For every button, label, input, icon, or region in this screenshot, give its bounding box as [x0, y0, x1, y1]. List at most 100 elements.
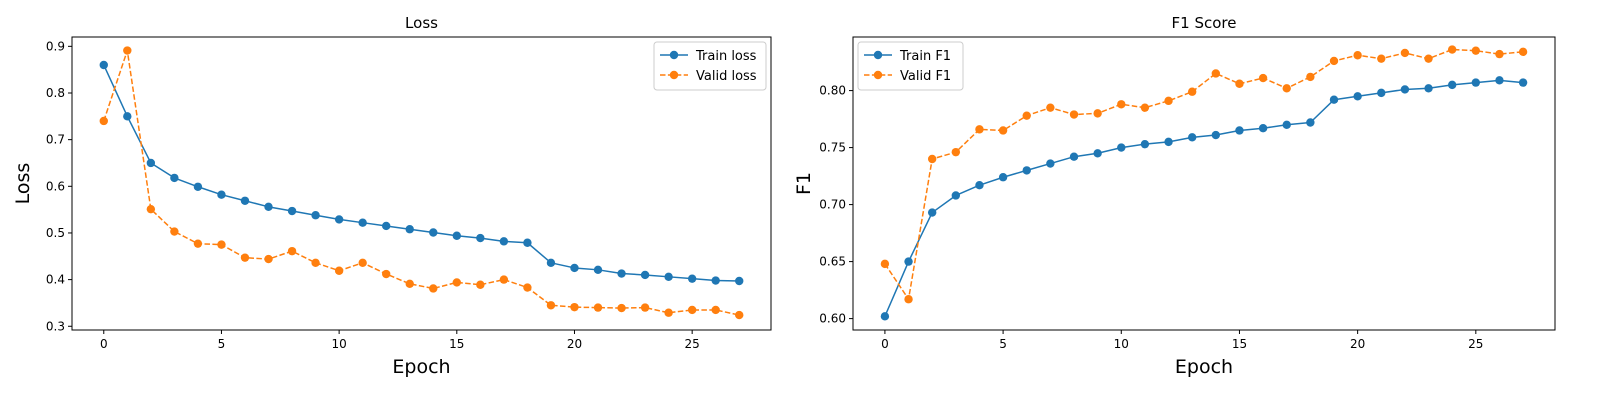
data-point — [170, 227, 179, 236]
y-tick-label: 0.70 — [819, 198, 846, 212]
data-point — [405, 225, 414, 234]
data-point — [1471, 46, 1481, 55]
data-point — [1164, 96, 1173, 106]
y-tick-label: 0.9 — [46, 39, 65, 53]
data-point — [240, 253, 250, 262]
data-point — [1093, 149, 1102, 158]
data-point — [570, 263, 579, 273]
chart-panel-1: Loss 0 5 10 15 20 25 0.3 0.4 0.5 0.6 0.7 0.8 0.9 Epoch… — [12, 14, 772, 378]
data-point — [951, 191, 961, 200]
data-point — [1377, 54, 1386, 63]
data-point — [951, 147, 961, 157]
data-point — [1471, 78, 1481, 87]
legend-label: Valid F1 — [900, 69, 951, 84]
y-tick-label: 0.8 — [46, 86, 65, 100]
x-tick-label: 10 — [1114, 337, 1129, 351]
data-point — [146, 204, 156, 214]
x-tick-label: 15 — [449, 337, 464, 351]
x-tick-label: 0 — [100, 337, 108, 351]
x-tick-label: 20 — [1350, 337, 1365, 351]
data-point — [240, 196, 250, 205]
y-tick-label: 0.3 — [46, 319, 65, 333]
y-axis-title: Loss — [12, 163, 34, 205]
data-point — [193, 182, 203, 191]
data-point — [499, 237, 509, 246]
data-point — [170, 173, 179, 183]
data-point — [617, 303, 626, 313]
data-point — [617, 269, 626, 278]
data-point — [1447, 80, 1457, 90]
series-line — [884, 48, 1524, 300]
data-point — [1046, 159, 1055, 168]
data-point — [1282, 120, 1291, 129]
data-point — [334, 266, 344, 275]
legend: Train F1 Valid F1 — [857, 41, 964, 91]
legend-box — [653, 41, 767, 91]
x-tick-label: 25 — [685, 337, 700, 351]
data-point — [1495, 49, 1504, 59]
plot-frame — [71, 36, 772, 331]
data-point — [264, 202, 273, 212]
data-point — [711, 305, 720, 315]
data-point — [1353, 51, 1362, 60]
x-tick-label: 5 — [218, 337, 226, 351]
y-tick-label: 0.60 — [819, 312, 846, 326]
x-axis-title: Epoch — [1175, 356, 1233, 378]
x-tick-label: 25 — [1468, 337, 1483, 351]
data-point — [1187, 87, 1197, 96]
legend-marker — [873, 70, 883, 80]
series-line — [884, 79, 1524, 317]
data-point — [1400, 48, 1410, 58]
legend-marker — [873, 50, 883, 60]
data-point — [1306, 118, 1315, 127]
data-point — [1447, 45, 1457, 54]
data-point — [664, 308, 673, 317]
data-point — [476, 280, 485, 289]
plot-frame — [852, 36, 1556, 331]
data-point — [1022, 166, 1031, 175]
y-tick-label: 0.4 — [46, 273, 65, 287]
data-point — [287, 246, 297, 256]
data-point — [193, 239, 203, 248]
series-valid-f1 — [880, 45, 1528, 304]
data-point — [123, 112, 132, 121]
data-point — [1093, 109, 1102, 118]
y-tick-label: 0.80 — [819, 84, 846, 98]
data-point — [1235, 126, 1244, 135]
legend-marker — [669, 70, 679, 80]
data-point — [1022, 111, 1031, 120]
data-point — [1235, 79, 1244, 88]
x-tick-label: 20 — [567, 337, 582, 351]
data-point — [334, 215, 344, 224]
y-tick-label: 0.6 — [46, 179, 65, 193]
data-point — [593, 303, 603, 312]
legend-label: Train loss — [695, 49, 757, 64]
data-point — [998, 173, 1008, 182]
chart-panel-2: F1 Score 0 5 10 15 20 25 0.60 0.65 0.70 0.75 0.80 Ep… — [793, 14, 1556, 378]
data-point — [975, 181, 984, 190]
y-tick-label: 0.5 — [46, 226, 65, 240]
data-point — [927, 154, 937, 164]
data-point — [1400, 85, 1410, 94]
x-tick-label: 10 — [331, 337, 346, 351]
legend: Train loss Valid loss — [653, 41, 767, 91]
data-point — [523, 238, 532, 247]
x-axis-title: Epoch — [392, 356, 450, 378]
data-point — [123, 46, 132, 55]
y-tick-label: 0.7 — [46, 133, 65, 147]
data-point — [311, 211, 320, 220]
data-point — [664, 272, 673, 282]
data-point — [880, 259, 890, 269]
data-point — [640, 303, 650, 312]
data-point — [1164, 137, 1173, 147]
data-point — [99, 116, 108, 126]
data-point — [146, 158, 156, 168]
data-point — [593, 265, 603, 275]
data-point — [1117, 100, 1126, 109]
data-point — [217, 240, 226, 249]
data-point — [1377, 88, 1386, 98]
series-line — [103, 49, 740, 316]
legend-label: Valid loss — [696, 69, 757, 84]
